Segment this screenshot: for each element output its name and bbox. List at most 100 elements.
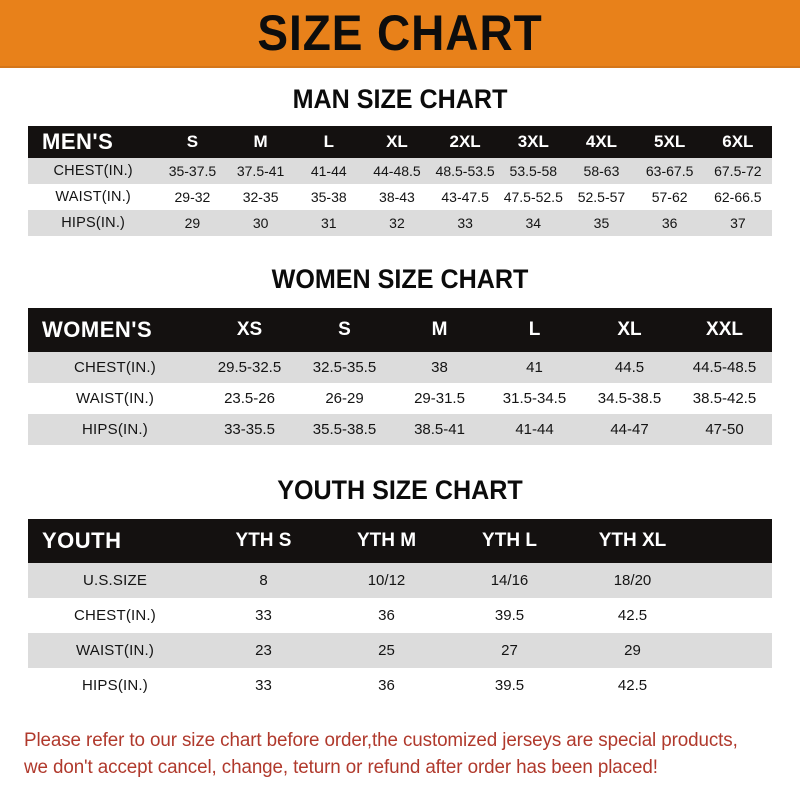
table-cell: 47-50 — [705, 421, 744, 438]
men-table-header-row: MEN'S S M L XL 2XL 3XL 4XL 5XL 6XL — [28, 126, 772, 158]
women-size-header: XS — [236, 319, 263, 340]
table-cell-spacer — [694, 633, 772, 668]
table-cell-spacer — [694, 668, 772, 703]
table-cell: 29.5-32.5 — [217, 359, 282, 376]
table-row: HIPS(IN.) 29 30 31 32 33 34 35 36 37 — [28, 210, 772, 236]
row-label: CHEST(IN.) — [53, 163, 133, 179]
table-cell: 39.5 — [494, 607, 525, 624]
table-cell: 47.5-52.5 — [503, 189, 563, 205]
table-cell: 62-66.5 — [714, 189, 762, 205]
table-cell-spacer — [694, 563, 772, 598]
footer-line-2: we don't accept cancel, change, teturn o… — [24, 757, 658, 778]
table-cell: 52.5-57 — [577, 189, 626, 205]
table-cell: 35-38 — [310, 189, 347, 205]
youth-size-header: YTH S — [235, 530, 292, 551]
women-section: WOMEN SIZE CHART WOMEN'S XS S M L XL XXL — [0, 236, 800, 445]
table-cell: 38.5-41 — [414, 421, 465, 438]
youth-size-header: YTH XL — [598, 530, 667, 551]
women-corner-label: WOMEN'S — [42, 317, 153, 342]
table-row: WAIST(IN.) 29-32 32-35 35-38 38-43 43-47… — [28, 184, 772, 210]
youth-header-spacer — [694, 519, 772, 563]
youth-size-table: YOUTH YTH S YTH M YTH L YTH XL U.S.SIZE … — [28, 519, 772, 703]
men-size-header: XL — [386, 132, 408, 151]
row-label: HIPS(IN.) — [82, 677, 148, 694]
table-cell: 23.5-26 — [224, 390, 275, 407]
table-cell: 10/12 — [367, 572, 406, 589]
men-section: MAN SIZE CHART MEN'S S M L XL 2XL 3XL 4X… — [0, 68, 800, 236]
women-size-header: L — [528, 319, 541, 340]
women-size-header: XL — [617, 319, 642, 340]
row-label: CHEST(IN.) — [74, 607, 156, 624]
table-cell: 36 — [661, 215, 678, 231]
table-cell: 35-37.5 — [168, 163, 217, 179]
table-cell: 41 — [526, 359, 543, 376]
table-cell: 37 — [730, 215, 746, 231]
table-cell: 27 — [501, 642, 518, 659]
youth-corner-label: YOUTH — [42, 528, 122, 553]
table-cell: 31.5-34.5 — [502, 390, 567, 407]
table-cell: 32 — [389, 215, 405, 231]
table-cell: 43-47.5 — [441, 189, 489, 205]
table-row: CHEST(IN.) 35-37.5 37.5-41 41-44 44-48.5… — [28, 158, 772, 184]
men-size-header: 6XL — [722, 132, 754, 151]
women-size-header: XXL — [706, 319, 743, 340]
table-row: WAIST(IN.) 23.5-26 26-29 29-31.5 31.5-34… — [28, 383, 772, 414]
table-row: HIPS(IN.) 33-35.5 35.5-38.5 38.5-41 41-4… — [28, 414, 772, 445]
table-cell: 8 — [259, 572, 268, 589]
table-cell: 41-44 — [310, 163, 347, 179]
youth-section: YOUTH SIZE CHART YOUTH YTH S YTH M YTH L… — [0, 445, 800, 703]
table-cell: 44.5-48.5 — [692, 359, 757, 376]
table-cell: 42.5 — [617, 607, 648, 624]
row-label: WAIST(IN.) — [55, 189, 131, 205]
men-size-header: S — [186, 132, 199, 151]
table-cell: 67.5-72 — [714, 163, 762, 179]
youth-table-header-row: YOUTH YTH S YTH M YTH L YTH XL — [28, 519, 772, 563]
table-cell: 25 — [378, 642, 395, 659]
table-cell: 39.5 — [494, 677, 525, 694]
footer-disclaimer: Please refer to our size chart before or… — [24, 727, 768, 781]
table-cell: 63-67.5 — [645, 163, 694, 179]
table-cell: 31 — [320, 215, 337, 231]
men-size-header: 2XL — [449, 132, 481, 151]
table-cell: 30 — [252, 215, 269, 231]
table-cell: 32.5-35.5 — [312, 359, 377, 376]
table-cell: 32-35 — [242, 189, 279, 205]
table-cell: 26-29 — [325, 390, 364, 407]
table-cell: 44-47 — [610, 421, 649, 438]
youth-size-header: YTH L — [482, 530, 537, 551]
table-cell: 33-35.5 — [224, 421, 275, 438]
men-corner-label: MEN'S — [42, 129, 114, 154]
table-row: U.S.SIZE 8 10/12 14/16 18/20 — [28, 563, 772, 598]
women-size-header: S — [338, 319, 351, 340]
table-cell: 14/16 — [490, 572, 529, 589]
table-cell: 34 — [525, 215, 542, 231]
youth-size-header: YTH M — [356, 530, 417, 551]
men-size-table: MEN'S S M L XL 2XL 3XL 4XL 5XL 6XL CHEST… — [28, 126, 772, 236]
table-cell: 33 — [255, 607, 272, 624]
table-row: WAIST(IN.) 23 25 27 29 — [28, 633, 772, 668]
table-row: CHEST(IN.) 33 36 39.5 42.5 — [28, 598, 772, 633]
table-cell: 42.5 — [617, 677, 648, 694]
page-title: SIZE CHART — [257, 5, 543, 61]
table-cell: 44.5 — [614, 359, 645, 376]
row-label: HIPS(IN.) — [61, 215, 126, 231]
table-cell: 38 — [431, 359, 448, 376]
women-size-table: WOMEN'S XS S M L XL XXL CHEST(IN.) 29.5-… — [28, 308, 772, 445]
table-cell: 37.5-41 — [236, 163, 285, 179]
table-cell: 57-62 — [651, 189, 688, 205]
table-cell: 29-31.5 — [414, 390, 465, 407]
men-section-title: MAN SIZE CHART — [292, 84, 508, 114]
table-cell: 38-43 — [379, 189, 415, 205]
table-cell: 53.5-58 — [509, 163, 558, 179]
table-cell: 41-44 — [515, 421, 554, 438]
table-cell: 58-63 — [583, 163, 620, 179]
table-cell: 33 — [457, 215, 473, 231]
men-size-header: 4XL — [585, 132, 618, 151]
table-cell: 36 — [378, 607, 395, 624]
women-section-title: WOMEN SIZE CHART — [271, 264, 529, 294]
row-label: WAIST(IN.) — [75, 390, 155, 407]
table-row: HIPS(IN.) 33 36 39.5 42.5 — [28, 668, 772, 703]
table-cell: 29 — [624, 642, 641, 659]
men-size-header: 5XL — [654, 132, 686, 151]
